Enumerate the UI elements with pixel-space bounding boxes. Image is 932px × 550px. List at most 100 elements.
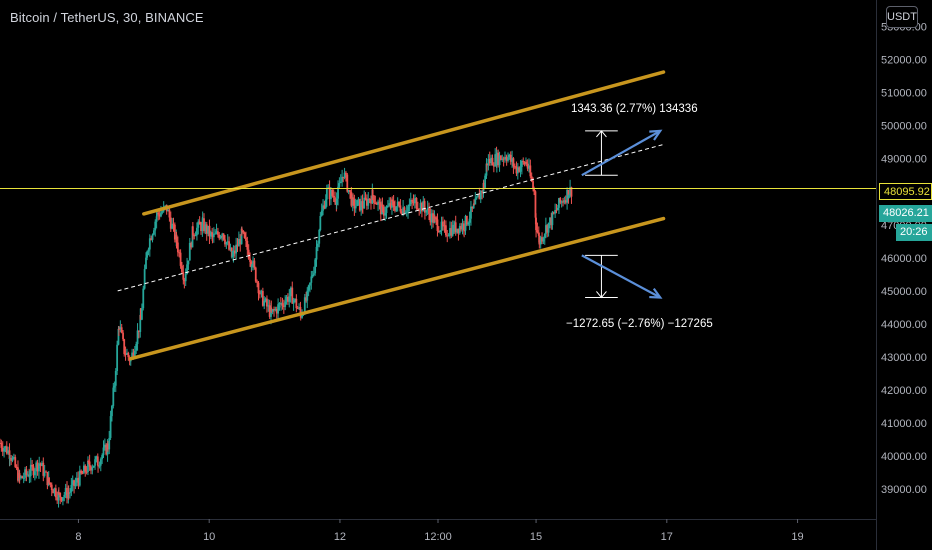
candle <box>24 466 26 482</box>
last-price-badge: 48095.92 <box>879 183 932 200</box>
candle-body <box>78 470 81 486</box>
candle-body <box>75 478 78 483</box>
candle-body <box>519 166 522 172</box>
candle <box>25 466 28 482</box>
candle-body <box>247 249 250 259</box>
candle-body <box>386 205 389 208</box>
candle <box>119 320 122 333</box>
candle-body <box>419 203 422 210</box>
candle <box>66 481 68 504</box>
candle-body <box>316 243 319 247</box>
candle-body <box>246 240 249 250</box>
candle <box>226 234 229 246</box>
candle-body <box>367 198 370 206</box>
candle <box>512 157 515 174</box>
candle-body <box>389 203 392 208</box>
candle-body <box>516 167 519 174</box>
candle <box>254 266 257 283</box>
candle-body <box>242 230 245 233</box>
candle <box>454 215 457 236</box>
candle <box>437 226 440 233</box>
candle-body <box>132 352 135 357</box>
currency-button[interactable]: USDT <box>886 6 918 28</box>
candle <box>492 162 495 173</box>
candle-body <box>325 188 328 200</box>
candle-body <box>408 204 411 207</box>
candle <box>32 464 35 478</box>
candle-body <box>520 160 523 167</box>
candle <box>176 236 179 257</box>
candle-body <box>501 158 504 160</box>
measure-down-box <box>585 254 618 299</box>
candle <box>183 277 186 289</box>
candle-body <box>74 482 77 487</box>
candle-body <box>465 215 468 225</box>
candle <box>203 213 205 234</box>
candle <box>394 200 396 213</box>
candle <box>547 222 550 237</box>
candle <box>467 221 470 227</box>
candle <box>99 457 102 472</box>
candle <box>250 264 253 271</box>
candle-body <box>315 246 318 260</box>
candle <box>57 487 60 495</box>
candle-body <box>17 467 19 481</box>
candle-body <box>294 298 296 301</box>
candle <box>463 229 466 238</box>
candle-body <box>435 217 437 220</box>
candle-body <box>50 484 53 491</box>
candle <box>45 470 47 473</box>
candle <box>198 216 201 225</box>
projection-arrow-down <box>581 254 663 299</box>
candle <box>147 247 150 256</box>
candle-body <box>186 264 188 274</box>
candle-body <box>204 224 207 232</box>
candle <box>257 281 260 301</box>
candle-body <box>542 237 545 242</box>
candle-body <box>258 293 261 295</box>
candle-body <box>309 282 311 286</box>
candle <box>207 225 209 237</box>
candle-body <box>544 225 547 235</box>
candle-body <box>126 352 128 355</box>
candle-body <box>239 238 242 245</box>
candle-body <box>214 233 217 235</box>
candle <box>345 170 347 182</box>
candle <box>347 190 350 195</box>
candle <box>418 208 421 216</box>
candle-body <box>537 232 540 236</box>
candle-body <box>102 447 105 456</box>
candle <box>287 293 289 305</box>
candle <box>564 195 567 205</box>
candle-body <box>507 157 509 161</box>
candle-body <box>550 217 553 226</box>
candle <box>377 199 379 211</box>
candle-body <box>551 212 554 226</box>
candle-body <box>92 465 95 468</box>
candle <box>179 249 182 269</box>
candle-body <box>411 200 414 202</box>
candle-body <box>77 480 80 486</box>
candle <box>88 454 91 471</box>
candle <box>268 299 271 319</box>
candle-body <box>42 462 45 476</box>
candle <box>92 465 95 468</box>
candle-body <box>301 313 303 318</box>
candle <box>354 198 357 213</box>
candle-body <box>552 212 555 214</box>
candle-body <box>123 339 126 354</box>
candle <box>296 306 299 310</box>
candle <box>173 222 176 243</box>
candle <box>529 159 532 179</box>
candle-body <box>249 258 251 262</box>
candle-body <box>66 487 68 499</box>
candle-body <box>424 208 426 213</box>
candle <box>11 455 14 463</box>
candle-body <box>178 252 181 254</box>
candle <box>145 252 147 270</box>
candle <box>318 228 321 248</box>
candle <box>400 208 403 216</box>
candle <box>105 443 108 456</box>
candle <box>33 468 36 481</box>
